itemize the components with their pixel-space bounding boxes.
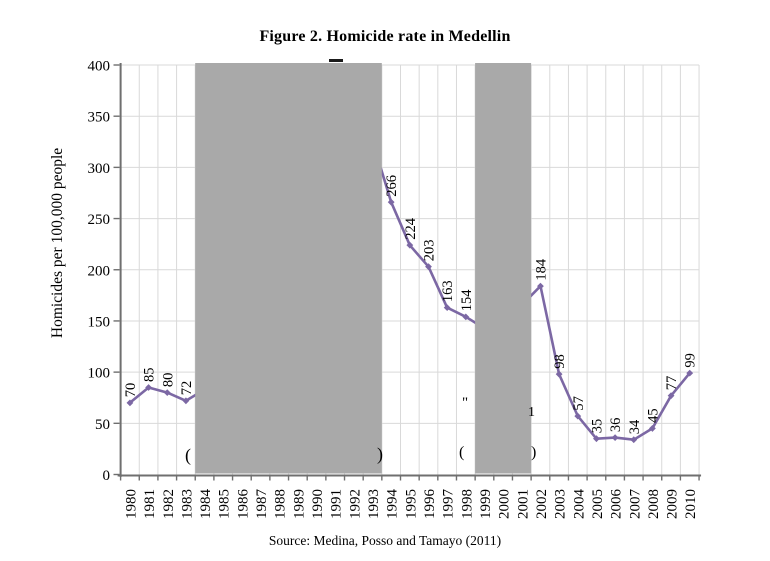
x-tick-label: 1989 — [291, 489, 307, 519]
annotation-text-fragment: ) — [531, 444, 536, 461]
x-tick-label: 2005 — [590, 489, 606, 519]
x-tick-label: 2000 — [497, 489, 513, 519]
data-label: 99 — [683, 353, 699, 368]
x-tick-label: 2008 — [646, 489, 662, 519]
data-point-marker — [667, 392, 675, 400]
x-tick-label: 2002 — [534, 489, 550, 519]
data-point-marker — [163, 389, 171, 396]
data-label: 98 — [552, 354, 568, 369]
data-point-marker — [537, 282, 544, 290]
y-tick-label: 300 — [88, 161, 111, 177]
y-axis-title: Homicides per 100,000 people — [49, 148, 66, 338]
y-tick-label: 150 — [88, 314, 111, 330]
x-tick-label: 1990 — [310, 489, 326, 519]
data-point-marker — [630, 436, 638, 444]
data-point-marker — [387, 198, 395, 206]
overlay-box — [475, 63, 532, 474]
annotation-fragments: () () " 1 — [185, 59, 536, 466]
data-point-marker — [182, 397, 190, 405]
x-tick-label: 1983 — [179, 489, 195, 519]
x-tick-label: 2003 — [553, 489, 569, 519]
x-tick-label: 1997 — [441, 489, 457, 520]
data-label: 35 — [589, 419, 605, 434]
overlay-box — [195, 63, 382, 474]
y-tick-label: 200 — [88, 263, 111, 279]
data-label: 224 — [403, 217, 419, 240]
data-label: 85 — [142, 368, 158, 383]
annotation-text-fragment: ( — [185, 445, 191, 466]
data-label: 70 — [123, 383, 139, 398]
data-label: 36 — [608, 418, 624, 433]
y-tick-label: 100 — [88, 366, 111, 382]
series-line — [527, 284, 692, 442]
data-point-marker — [649, 425, 656, 432]
x-tick-label: 1991 — [329, 489, 345, 519]
data-point-marker — [611, 434, 619, 442]
data-label: 72 — [179, 381, 195, 396]
annotation-text-fragment: ( — [459, 444, 464, 461]
x-tick-label: 2010 — [683, 489, 699, 519]
x-tick-label: 2001 — [515, 489, 531, 519]
x-tick-label: 1984 — [198, 489, 214, 520]
data-point-marker — [425, 263, 432, 271]
x-tick-label: 1999 — [478, 489, 494, 519]
data-point-marker — [443, 304, 451, 312]
data-point-marker — [462, 313, 470, 321]
x-tick-label: 1992 — [347, 489, 363, 519]
data-label: 80 — [160, 373, 176, 388]
data-label: 163 — [440, 280, 456, 302]
y-tick-labels: 0 50 100 150 200 250 300 350 400 — [88, 59, 111, 485]
data-label: 266 — [384, 175, 400, 197]
y-tick-label: 250 — [88, 212, 111, 228]
x-tick-label: 1980 — [123, 489, 139, 519]
data-series — [126, 167, 694, 444]
x-tick-label: 2009 — [665, 489, 681, 519]
y-tick-label: 400 — [88, 59, 111, 75]
data-point-marker — [555, 370, 563, 378]
data-point-marker — [593, 435, 600, 443]
x-tick-label: 1982 — [161, 489, 177, 519]
annotation-dash-fragment — [329, 59, 343, 62]
data-label: 154 — [459, 289, 475, 312]
axes — [113, 63, 702, 481]
x-tick-label: 1986 — [235, 489, 251, 520]
annotation-text-fragment: " — [462, 395, 468, 411]
x-tick-label: 1995 — [403, 489, 419, 519]
data-point-marker — [686, 369, 694, 377]
data-point-marker — [126, 399, 134, 407]
x-tick-label: 2006 — [609, 489, 625, 520]
overlay-boxes — [195, 63, 532, 474]
annotation-text-fragment: 1 — [528, 405, 535, 420]
data-point-marker — [574, 412, 582, 420]
data-label: 57 — [571, 396, 587, 411]
x-tick-label: 1988 — [273, 489, 289, 519]
y-tick-label: 0 — [103, 468, 111, 484]
x-tick-label: 1994 — [385, 489, 401, 520]
y-tick-label: 350 — [88, 110, 111, 126]
x-tick-label: 1998 — [459, 489, 475, 519]
x-tick-label: 1993 — [366, 489, 382, 519]
data-point-marker — [145, 384, 152, 391]
x-tick-label: 1987 — [254, 489, 270, 520]
data-label: 77 — [664, 376, 680, 391]
data-label: 203 — [422, 239, 438, 261]
data-label: 45 — [645, 408, 661, 423]
x-tick-label: 1985 — [217, 489, 233, 519]
x-tick-label: 1996 — [422, 489, 438, 520]
x-tick-label: 2004 — [571, 489, 587, 520]
x-tick-label: 1981 — [142, 489, 158, 519]
data-point-marker — [406, 241, 414, 249]
x-tick-label: 2007 — [627, 489, 643, 520]
y-tick-label: 50 — [95, 417, 110, 433]
data-label: 34 — [627, 419, 643, 434]
annotation-text-fragment: ) — [377, 444, 383, 465]
data-label: 184 — [534, 258, 550, 281]
chart-title: Figure 2. Homicide rate in Medellin — [259, 28, 511, 45]
source-caption: Source: Medina, Posso and Tamayo (2011) — [268, 533, 502, 548]
x-tick-labels: 1980 1981 1982 1983 1984 1985 1986 1987 1988 1989… — [123, 489, 699, 520]
